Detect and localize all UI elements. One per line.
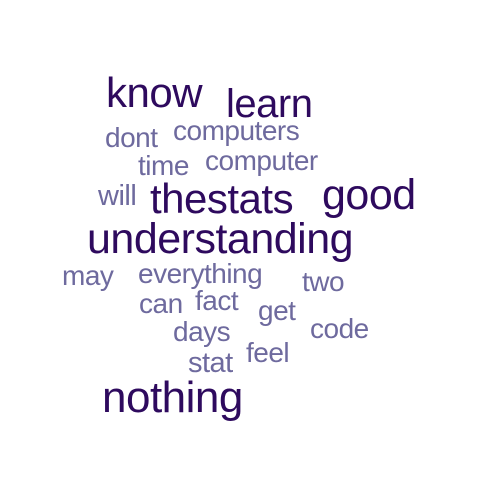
word-computers: computers xyxy=(173,115,300,146)
word-thestats: thestats xyxy=(150,175,294,222)
word-will: will xyxy=(98,180,137,212)
word-may: may xyxy=(62,260,114,291)
word-stat: stat xyxy=(188,347,233,379)
word-two: two xyxy=(302,266,345,297)
word-can: can xyxy=(139,288,183,319)
word-understanding: understanding xyxy=(87,215,354,263)
word-feel: feel xyxy=(246,337,290,368)
word-good: good xyxy=(322,171,416,219)
word-learn: learn xyxy=(226,82,313,126)
word-time: time xyxy=(138,150,189,181)
word-get: get xyxy=(258,295,296,326)
word-dont: dont xyxy=(105,122,158,153)
word-computer: computer xyxy=(205,145,318,176)
word-know: know xyxy=(106,69,203,116)
word-nothing: nothing xyxy=(102,373,243,422)
word-days: days xyxy=(173,316,231,347)
word-code: code xyxy=(310,313,369,344)
word-fact: fact xyxy=(195,285,239,316)
word-everything: everything xyxy=(138,258,263,289)
